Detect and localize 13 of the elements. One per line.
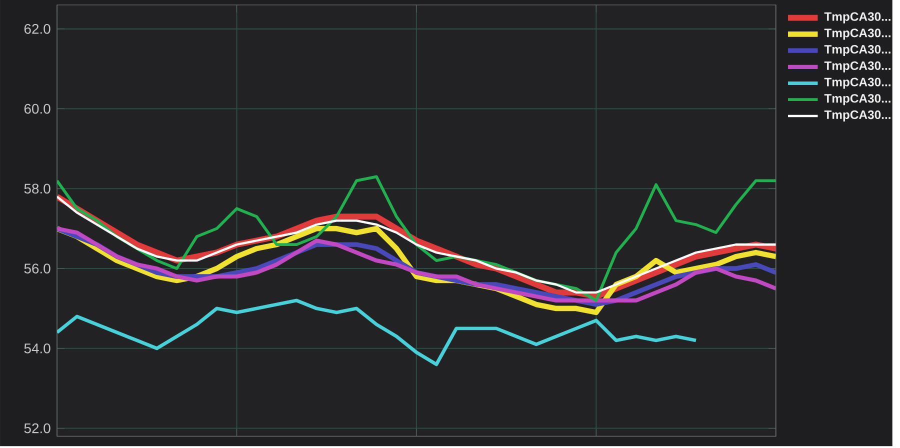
- y-tick-label: 58.0: [24, 184, 50, 194]
- y-tick-label: 54.0: [24, 343, 50, 354]
- y-tick-label: 60.0: [24, 104, 50, 114]
- legend-label: TmpCA30...: [824, 28, 890, 40]
- y-tick-label: 52.0: [24, 423, 50, 434]
- legend-label: TmpCA30...: [824, 61, 890, 72]
- legend-label: TmpCA30...: [824, 110, 890, 122]
- legend-label: TmpCA30...: [824, 94, 890, 106]
- y-tick-label: 62.0: [24, 24, 50, 34]
- legend-label: TmpCA30...: [824, 12, 890, 24]
- legend-label: TmpCA30...: [824, 78, 890, 89]
- legend-label: TmpCA30...: [824, 44, 890, 56]
- y-tick-label: 56.0: [24, 263, 50, 274]
